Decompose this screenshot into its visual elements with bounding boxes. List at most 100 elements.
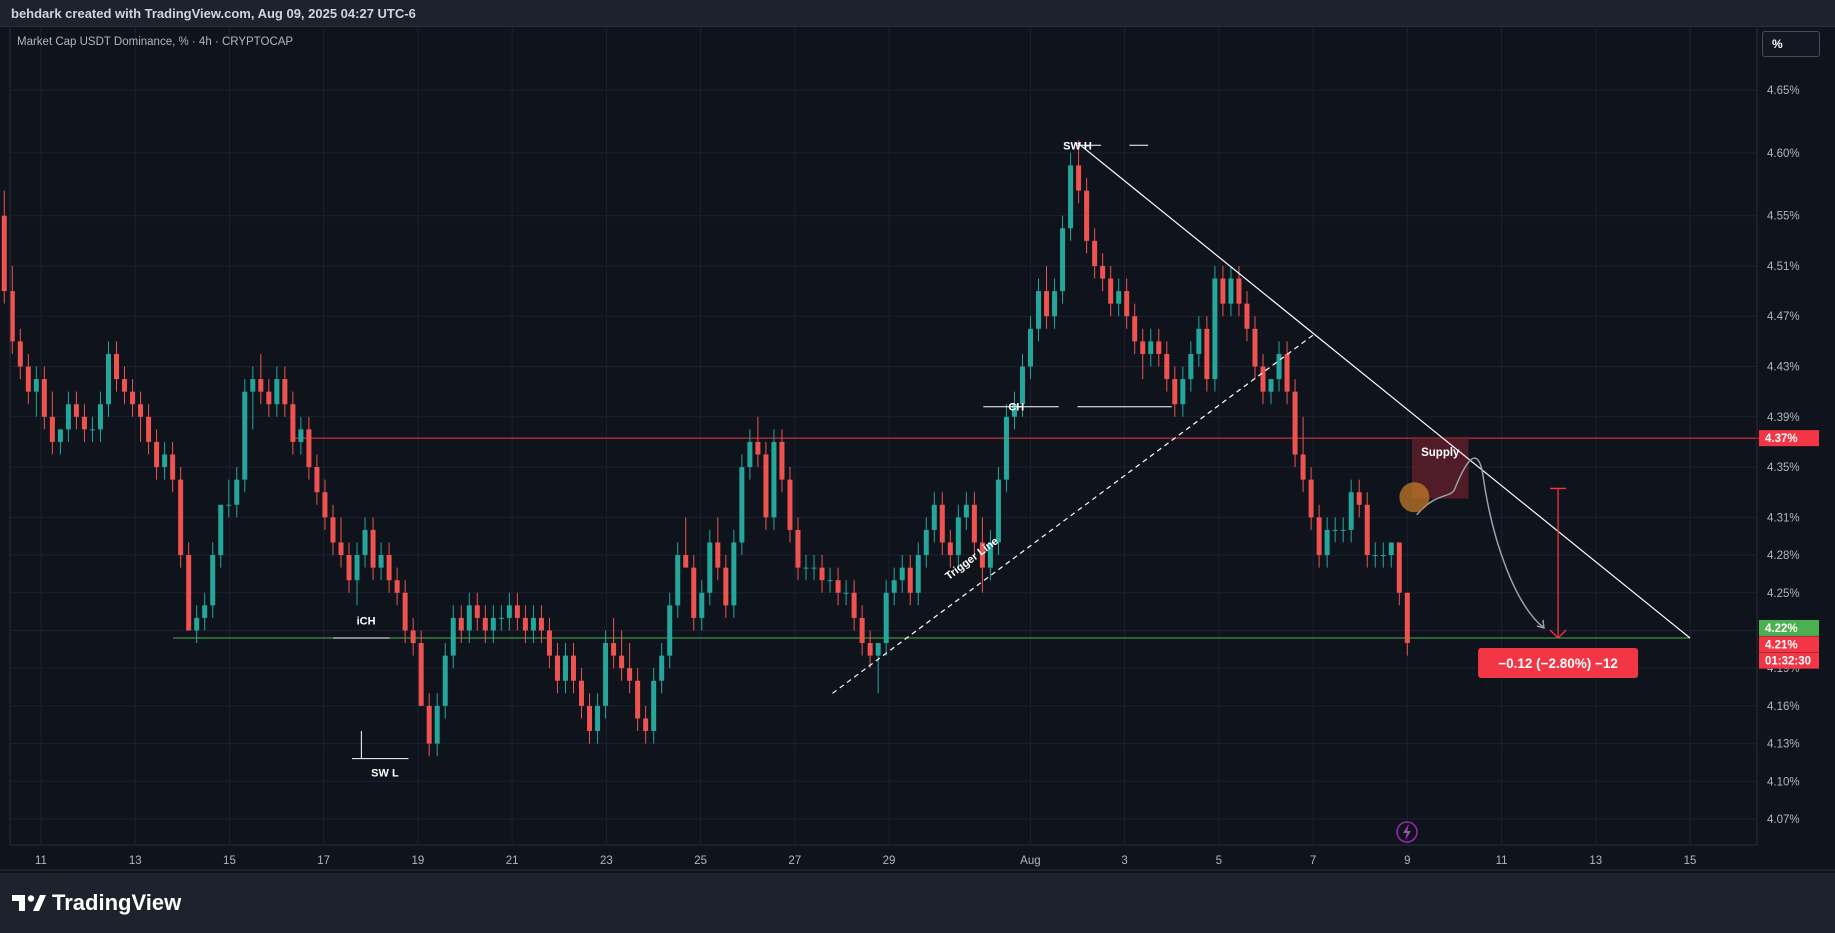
candle-body (186, 555, 192, 631)
candle-body (17, 341, 23, 367)
y-tick-label: 4.16% (1767, 701, 1800, 713)
candle-body (122, 379, 128, 392)
measure-arrowhead (1549, 629, 1567, 639)
price-label-box (1759, 652, 1819, 669)
candle-body (1388, 542, 1394, 556)
chart-background (0, 27, 1835, 873)
annotation-supply: Supply (1421, 447, 1460, 459)
projected-path (1416, 457, 1545, 629)
candle-body (843, 592, 849, 594)
candle-body (1260, 366, 1266, 392)
candle-body (370, 529, 376, 568)
x-tick-label: 15 (223, 855, 236, 867)
candle-body (290, 404, 296, 442)
candle-body (1036, 291, 1042, 329)
candle-body (202, 605, 208, 618)
candle-body (394, 580, 400, 593)
candle-body (1196, 328, 1202, 354)
y-tick-label: 4.28% (1767, 550, 1800, 562)
candle-body (89, 429, 95, 431)
candle-body (378, 555, 384, 568)
candle-body (346, 555, 352, 581)
candle-body (1052, 291, 1058, 317)
candle-body (1300, 454, 1306, 480)
candle-body (1276, 353, 1282, 380)
lightning-icon-bolt (1403, 824, 1411, 840)
candle-body (570, 655, 576, 681)
candle-body (546, 630, 552, 656)
x-tick-label: 21 (506, 855, 519, 867)
candle-body (1284, 353, 1290, 392)
candle-body (1340, 529, 1346, 531)
candle-body (891, 580, 897, 593)
candle-body (1068, 165, 1074, 229)
candle-body (907, 567, 913, 593)
y-tick-label: 4.47% (1767, 311, 1800, 323)
candle-body (162, 454, 168, 468)
candle-body (763, 454, 769, 518)
candle-body (995, 479, 1001, 543)
candle-body (1100, 265, 1106, 279)
price-label: 4.37% (1765, 433, 1798, 445)
candle-body (282, 379, 288, 405)
annotation-sw-h: SW H (1063, 140, 1092, 152)
candle-body (867, 643, 873, 656)
candle-body (955, 517, 961, 556)
y-tick-label: 4.07% (1767, 814, 1800, 826)
candle-body (915, 555, 921, 593)
candle-body (1372, 555, 1378, 557)
candle-body (939, 504, 945, 543)
annotation-ch: CH (1008, 402, 1024, 414)
x-tick-label: 11 (35, 855, 47, 867)
y-tick-label: 4.10% (1767, 776, 1800, 788)
measure-label: −0.12 (−2.80%) −12 (1498, 656, 1618, 671)
candle-body (138, 404, 144, 417)
candle-body (1236, 278, 1242, 304)
y-tick-label: 4.13% (1767, 739, 1800, 751)
candle-body (723, 567, 729, 606)
candle-body (1244, 303, 1250, 329)
candle-body (514, 605, 520, 618)
candle-body (747, 441, 753, 468)
candle-body (795, 529, 801, 568)
candle-body (250, 379, 256, 392)
candle-body (1011, 404, 1017, 417)
candle-body (49, 416, 55, 442)
candle-body (963, 504, 969, 518)
candle-body (314, 467, 320, 493)
price-label-box (1759, 636, 1819, 653)
x-tick-label: 13 (1589, 855, 1602, 867)
measure-label-box (1478, 648, 1639, 679)
candle-body (715, 542, 721, 568)
candle-body (811, 567, 817, 569)
candle-body (418, 643, 424, 706)
credit-text: behdark created with TradingView.com, Au… (11, 6, 416, 21)
candle-body (779, 441, 785, 480)
candle-body (755, 441, 761, 455)
price-label: 01:32:30 (1765, 656, 1811, 668)
candle-body (1116, 291, 1122, 304)
entry-marker (1399, 482, 1430, 513)
x-tick-label: 27 (788, 855, 801, 867)
candle-body (643, 718, 649, 732)
x-tick-label: 17 (317, 855, 330, 867)
candle-body (226, 504, 232, 506)
level-lines (172, 437, 1761, 639)
x-tick-label: 7 (1310, 855, 1316, 867)
candle-body (562, 655, 568, 681)
tradingview-brand[interactable]: TradingView (12, 890, 181, 916)
candle-body (971, 504, 977, 543)
candle-body (699, 592, 705, 618)
candle-body (1084, 190, 1090, 241)
candle-body (1092, 240, 1098, 266)
candle-body (130, 391, 136, 405)
candle-body (9, 291, 15, 342)
percent-scale-button[interactable]: % (1762, 31, 1820, 57)
candle-body (1380, 555, 1386, 557)
symbol-info: Market Cap USDT Dominance, % · 4h · CRYP… (17, 36, 293, 48)
candle-body (987, 542, 993, 568)
candle-body (1268, 379, 1274, 392)
candle-body (619, 655, 625, 669)
candle-body (1156, 341, 1162, 354)
